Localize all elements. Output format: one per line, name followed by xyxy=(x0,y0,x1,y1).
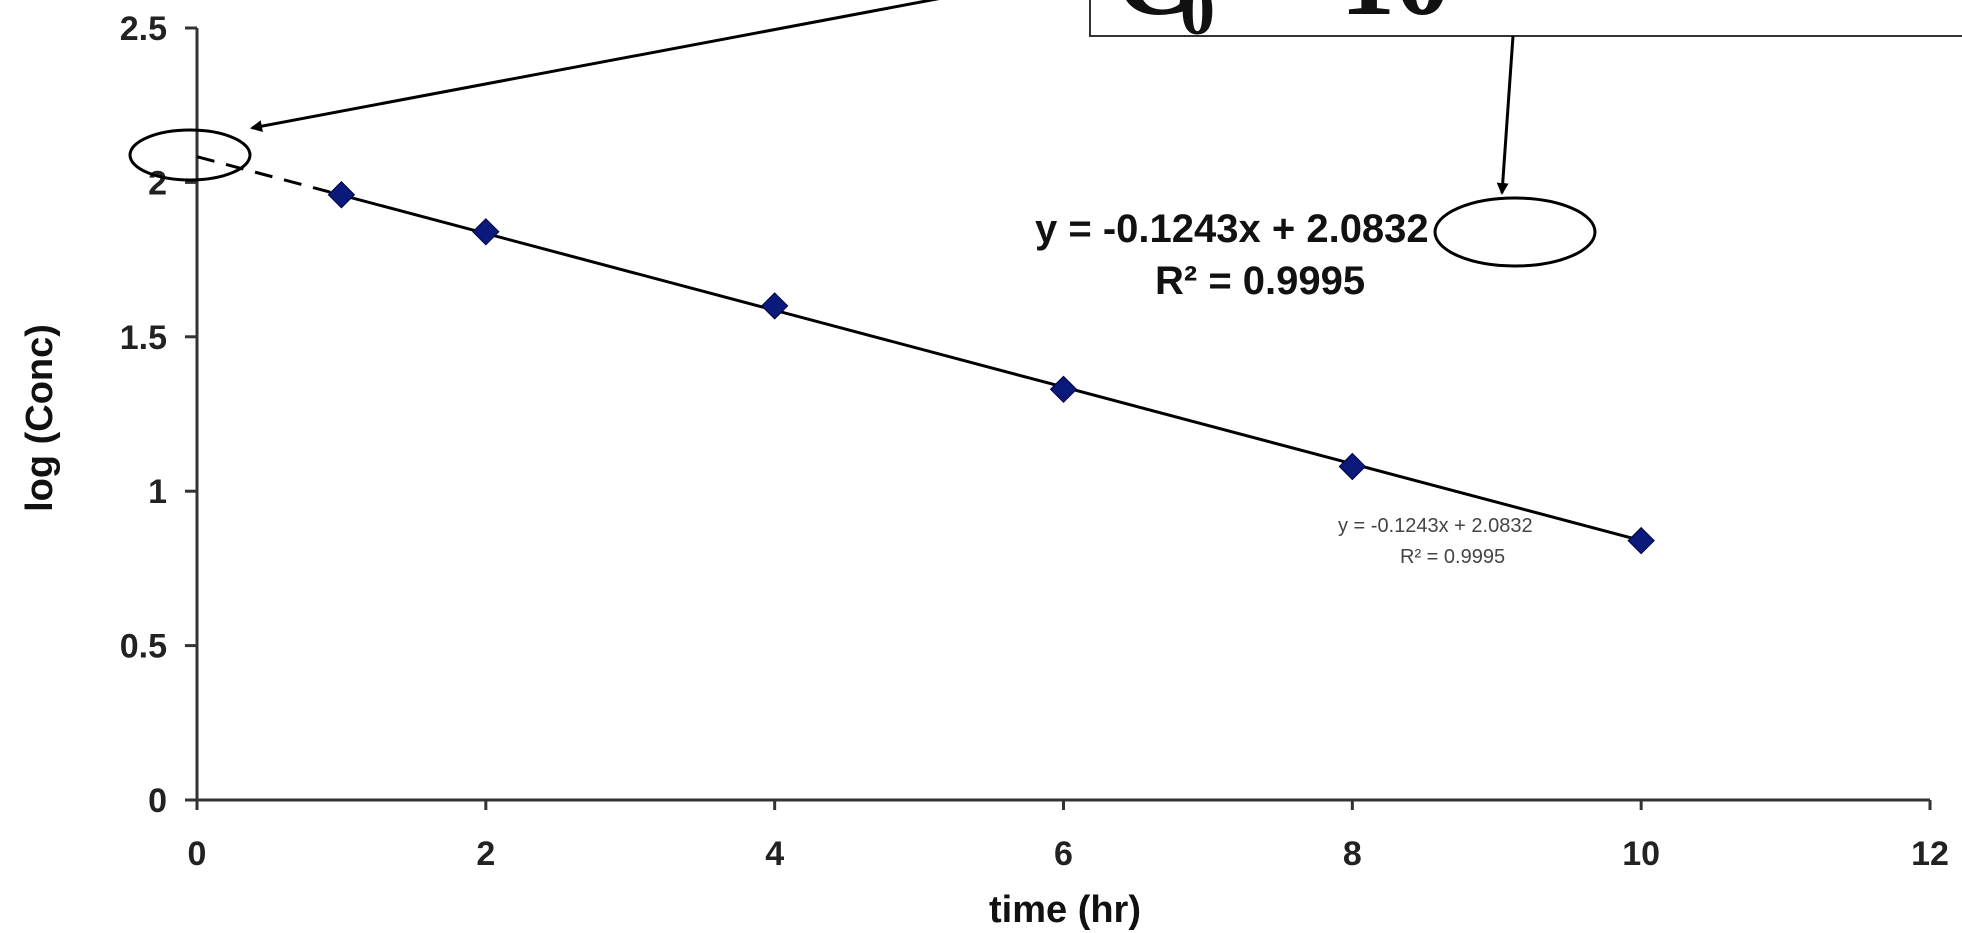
x-tick-label: 8 xyxy=(1343,835,1362,873)
x-tick-label: 4 xyxy=(765,835,784,873)
arrow-to-intercept xyxy=(250,0,940,133)
data-point xyxy=(1627,526,1655,555)
data-point xyxy=(472,218,500,246)
y-tick-group: 0 0.5 1 1.5 2 2.5 xyxy=(120,10,197,820)
data-point xyxy=(760,292,789,320)
y-tick-label: 1.5 xyxy=(120,319,167,357)
y-tick-label: 1 xyxy=(148,473,167,511)
callout-c-symbol: C xyxy=(1115,0,1194,38)
x-tick-label: 2 xyxy=(476,835,495,873)
x-axis-title: time (hr) xyxy=(989,889,1141,931)
y-tick-label: 0 xyxy=(148,782,167,820)
data-point xyxy=(1049,375,1078,404)
trendline xyxy=(341,193,1642,542)
x-tick-label: 6 xyxy=(1054,835,1073,873)
y-axis-title: log (Conc) xyxy=(19,324,61,512)
y-tick-label: 2.5 xyxy=(120,10,167,48)
trendline-extrapolation xyxy=(196,155,342,197)
r-squared-label-large: R² = 0.9995 xyxy=(1155,259,1365,303)
data-point-group xyxy=(327,181,1655,555)
callout-rhs: = 10 xyxy=(1250,0,1450,38)
equation-label-small: y = -0.1243x + 2.0832 xyxy=(1338,515,1533,537)
callout-box xyxy=(1089,0,1962,37)
data-point xyxy=(327,181,356,209)
r-squared-label-small: R² = 0.9995 xyxy=(1400,546,1505,568)
y-tick-label: 2 xyxy=(148,164,167,202)
x-tick-label: 12 xyxy=(1911,835,1949,873)
data-point xyxy=(1338,452,1367,481)
intercept-value-circle xyxy=(1433,196,1597,268)
callout-subscript: 0 xyxy=(1180,0,1215,50)
x-tick-group: 0 2 4 6 8 10 12 xyxy=(188,800,1949,873)
x-tick-label: 10 xyxy=(1622,835,1660,873)
y-tick-label: 0.5 xyxy=(120,628,167,666)
arrow-to-intercept-value xyxy=(1496,35,1515,195)
equation-label-large: y = -0.1243x + 2.0832 xyxy=(1035,207,1429,251)
intercept-circle xyxy=(128,128,252,182)
x-tick-label: 0 xyxy=(188,835,207,873)
